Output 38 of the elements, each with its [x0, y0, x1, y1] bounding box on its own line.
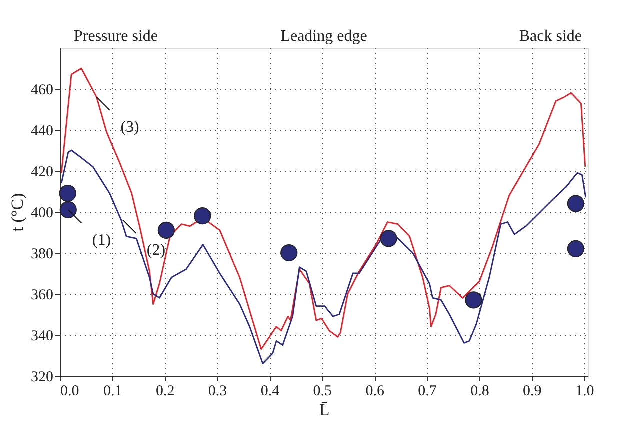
y-tick-label: 340	[31, 328, 54, 344]
x-tick-label: 0.6	[366, 384, 385, 400]
point	[60, 201, 77, 218]
point	[158, 222, 175, 239]
x-axis-title: L̄	[319, 400, 330, 420]
line-series	[60, 150, 587, 364]
text: Leading edge	[280, 28, 368, 45]
y-tick-label: 400	[31, 206, 54, 222]
point	[465, 292, 482, 309]
line-series	[60, 68, 586, 350]
point	[59, 185, 76, 202]
point	[280, 244, 298, 262]
x-tick-label: 0.4	[260, 384, 280, 400]
y-tick-label: 420	[31, 164, 54, 180]
x-tick-label: 0.9	[523, 384, 542, 400]
annotation: (1)	[92, 232, 112, 249]
point	[567, 195, 584, 212]
x-tick-label: 0.8	[470, 384, 490, 400]
x-tick-label: 0.1	[104, 384, 122, 400]
point	[567, 240, 584, 258]
y-tick-label: 320	[31, 370, 54, 386]
x-tick-label: 0.2	[156, 384, 175, 400]
x-tick-label: 0.7	[418, 384, 438, 400]
x-tick-label: 0.0	[60, 384, 80, 400]
text: Pressure side	[74, 28, 158, 45]
annotation: (3)	[120, 119, 140, 136]
annotation: (2)	[146, 242, 166, 260]
point	[380, 230, 398, 248]
x-tick-label: 1.0	[575, 384, 594, 400]
point	[194, 208, 212, 225]
text: Back side	[519, 28, 582, 45]
y-tick-label: 380	[31, 246, 54, 262]
y-tick-label: 360	[31, 288, 54, 304]
x-tick-label: 0.3	[208, 384, 228, 400]
x-tick-label: 0.5	[313, 384, 332, 400]
y-tick-label: 440	[31, 124, 54, 140]
y-tick-label: 460	[31, 82, 54, 98]
y-axis-title: t (°C)	[8, 193, 27, 232]
